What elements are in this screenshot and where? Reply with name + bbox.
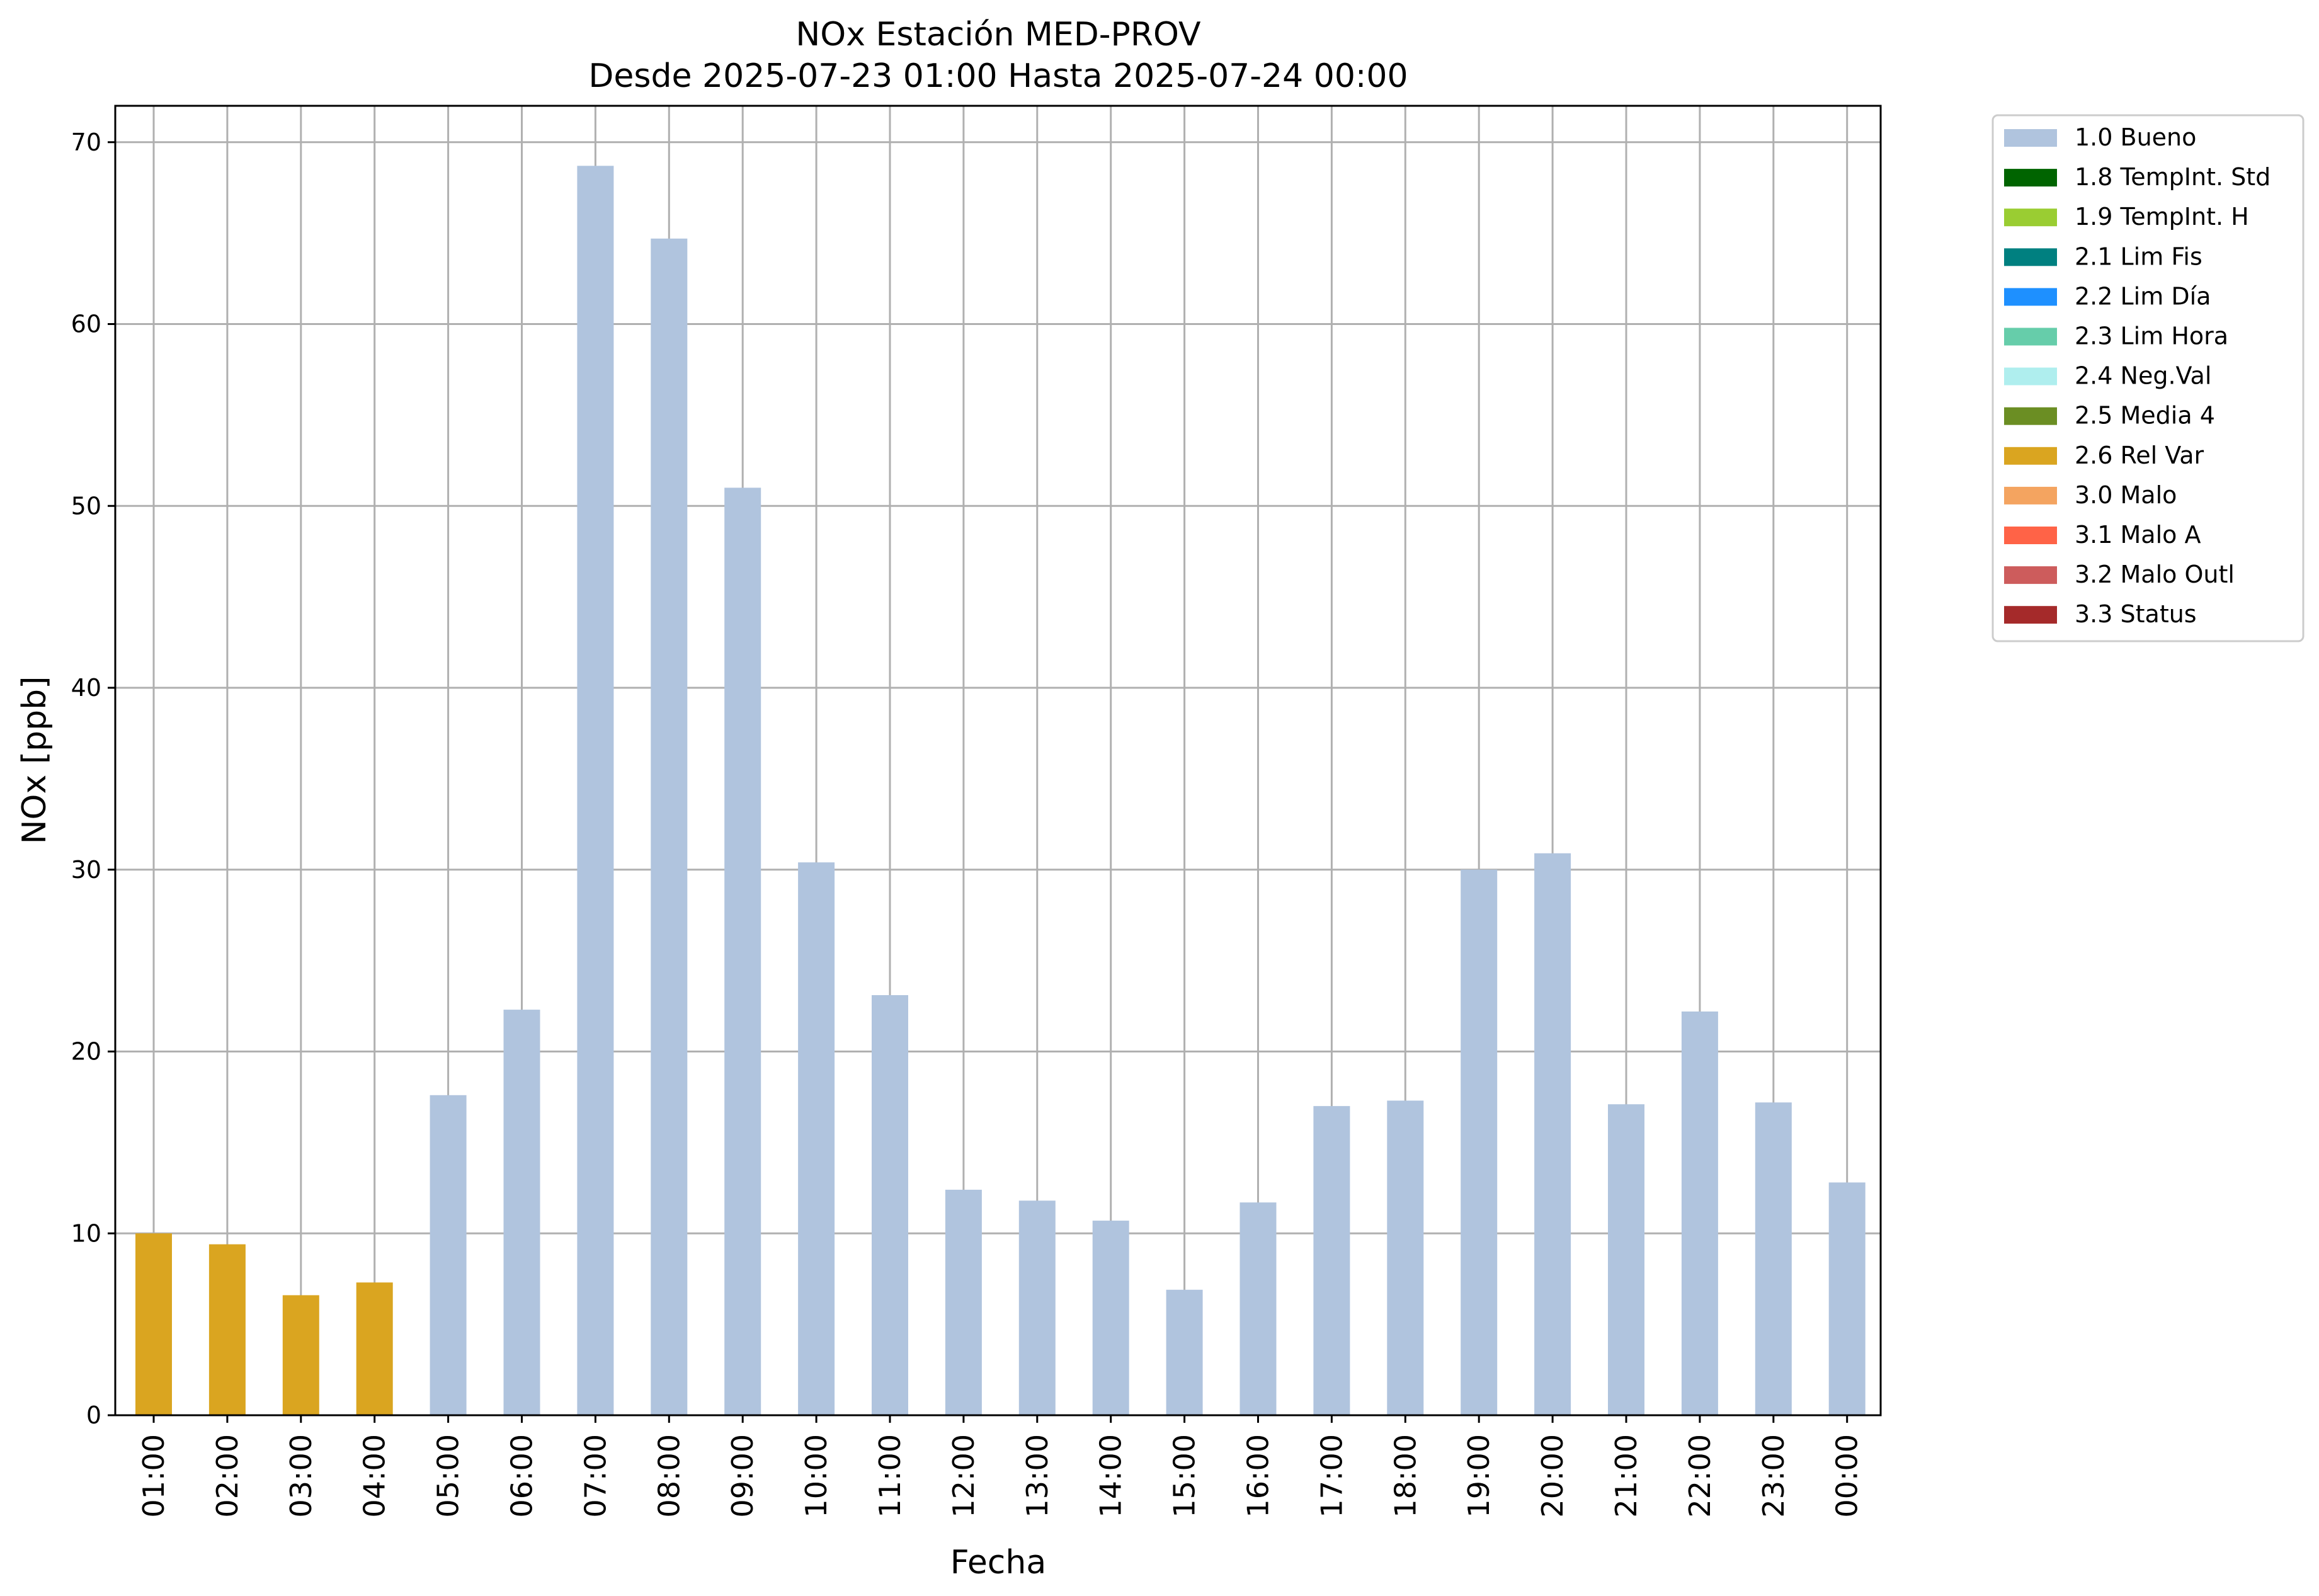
x-tick-label: 13:00 — [1020, 1434, 1054, 1518]
x-tick-label: 02:00 — [210, 1434, 244, 1518]
legend-label: 2.6 Rel Var — [2075, 442, 2204, 469]
legend-swatch — [2004, 486, 2057, 504]
legend-swatch — [2004, 527, 2057, 544]
bar-0700 — [577, 166, 614, 1416]
legend-swatch — [2004, 129, 2057, 147]
legend-swatch — [2004, 566, 2057, 584]
legend-swatch — [2004, 288, 2057, 306]
bar-1400 — [1092, 1221, 1129, 1415]
bar-1900 — [1461, 869, 1498, 1415]
bar-0100 — [135, 1233, 172, 1415]
bar-0300 — [282, 1295, 319, 1415]
bar-1200 — [945, 1189, 982, 1415]
x-tick-label: 17:00 — [1314, 1434, 1348, 1518]
bar-0200 — [208, 1244, 246, 1415]
x-tick-label: 16:00 — [1241, 1434, 1275, 1518]
legend-label: 2.5 Media 4 — [2075, 402, 2215, 430]
x-tick-label: 18:00 — [1388, 1434, 1422, 1518]
bar-1100 — [872, 995, 908, 1415]
bar-1300 — [1018, 1200, 1056, 1415]
bar-0400 — [356, 1282, 393, 1415]
bar-1700 — [1313, 1106, 1350, 1415]
legend-label: 2.4 Neg.Val — [2075, 362, 2211, 390]
legend-label: 1.8 TempInt. Std — [2075, 163, 2271, 191]
chart-title: NOx Estación MED-PROV — [795, 16, 1201, 54]
legend-label: 2.2 Lim Día — [2075, 282, 2211, 310]
legend-label: 3.2 Malo Outl — [2075, 561, 2235, 588]
legend-swatch — [2004, 208, 2057, 227]
x-tick-label: 23:00 — [1757, 1434, 1791, 1518]
y-tick-label: 0 — [86, 1401, 101, 1429]
bar-1500 — [1166, 1289, 1203, 1415]
x-tick-label: 03:00 — [284, 1434, 318, 1518]
legend-label: 3.3 Status — [2075, 600, 2197, 628]
legend-swatch — [2004, 169, 2057, 187]
y-tick-label: 10 — [71, 1219, 101, 1247]
bar-1800 — [1387, 1100, 1424, 1415]
y-tick-label: 20 — [71, 1038, 101, 1066]
y-tick-label: 70 — [71, 128, 101, 156]
x-tick-label: 12:00 — [947, 1434, 981, 1518]
x-tick-label: 10:00 — [799, 1434, 833, 1518]
legend-swatch — [2004, 248, 2057, 266]
bar-2000 — [1534, 853, 1571, 1415]
bar-1600 — [1239, 1202, 1277, 1415]
x-tick-label: 04:00 — [358, 1434, 392, 1518]
bar-0900 — [724, 487, 761, 1415]
x-tick-label: 20:00 — [1536, 1434, 1570, 1518]
x-tick-label: 09:00 — [726, 1434, 760, 1518]
x-tick-label: 07:00 — [578, 1434, 612, 1518]
legend-swatch — [2004, 328, 2057, 346]
legend-label: 1.0 Bueno — [2075, 123, 2196, 151]
legend-swatch — [2004, 407, 2057, 425]
x-tick-label: 19:00 — [1462, 1434, 1496, 1518]
x-tick-label: 05:00 — [431, 1434, 465, 1518]
x-tick-label: 15:00 — [1168, 1434, 1202, 1518]
x-tick-label: 14:00 — [1094, 1434, 1128, 1518]
legend-swatch — [2004, 367, 2057, 385]
bar-1000 — [798, 862, 835, 1415]
legend-box — [1991, 114, 2305, 642]
plot-frame — [114, 105, 1882, 1416]
legend-swatch — [2004, 447, 2057, 465]
x-tick-label: 11:00 — [873, 1434, 907, 1518]
legend-swatch — [2004, 606, 2057, 624]
x-axis-ticks: 01:00 02:00 03:00 04:00 05:00 06:00 07:00 08:00… — [137, 1415, 1864, 1518]
legend-label: 2.1 Lim Fis — [2075, 242, 2202, 270]
x-tick-label: 08:00 — [652, 1434, 686, 1518]
x-tick-label: 22:00 — [1683, 1434, 1717, 1518]
bar-2300 — [1755, 1102, 1792, 1415]
x-tick-label: 01:00 — [137, 1434, 171, 1518]
legend-label: 2.3 Lim Hora — [2075, 322, 2228, 350]
y-axis-ticks: 0 10 20 30 40 50 60 70 — [71, 128, 115, 1429]
bar-0000 — [1828, 1182, 1866, 1415]
y-tick-label: 40 — [71, 674, 101, 702]
bar-0500 — [430, 1095, 467, 1415]
bar-2100 — [1608, 1104, 1644, 1415]
y-tick-label: 30 — [71, 856, 101, 884]
legend-label: 3.0 Malo — [2075, 481, 2177, 509]
bar-2200 — [1681, 1011, 1718, 1415]
x-tick-label: 06:00 — [505, 1434, 539, 1518]
legend-label: 1.9 TempInt. H — [2075, 203, 2249, 231]
bars — [135, 166, 1866, 1416]
x-tick-label: 21:00 — [1609, 1434, 1643, 1518]
y-tick-label: 50 — [71, 492, 101, 520]
x-axis-label: Fecha — [950, 1544, 1046, 1582]
bar-0600 — [503, 1010, 540, 1415]
legend: 1.0 Bueno 1.8 TempInt. Std 1.9 TempInt. H 2… — [1991, 114, 2305, 642]
x-tick-label: 00:00 — [1830, 1434, 1864, 1518]
y-tick-label: 60 — [71, 311, 101, 338]
y-axis-label: NOx [ppb] — [16, 676, 54, 845]
chart-subtitle: Desde 2025-07-23 01:00 Hasta 2025-07-24 … — [588, 57, 1408, 95]
bar-0800 — [651, 238, 688, 1416]
legend-label: 3.1 Malo A — [2075, 521, 2201, 549]
